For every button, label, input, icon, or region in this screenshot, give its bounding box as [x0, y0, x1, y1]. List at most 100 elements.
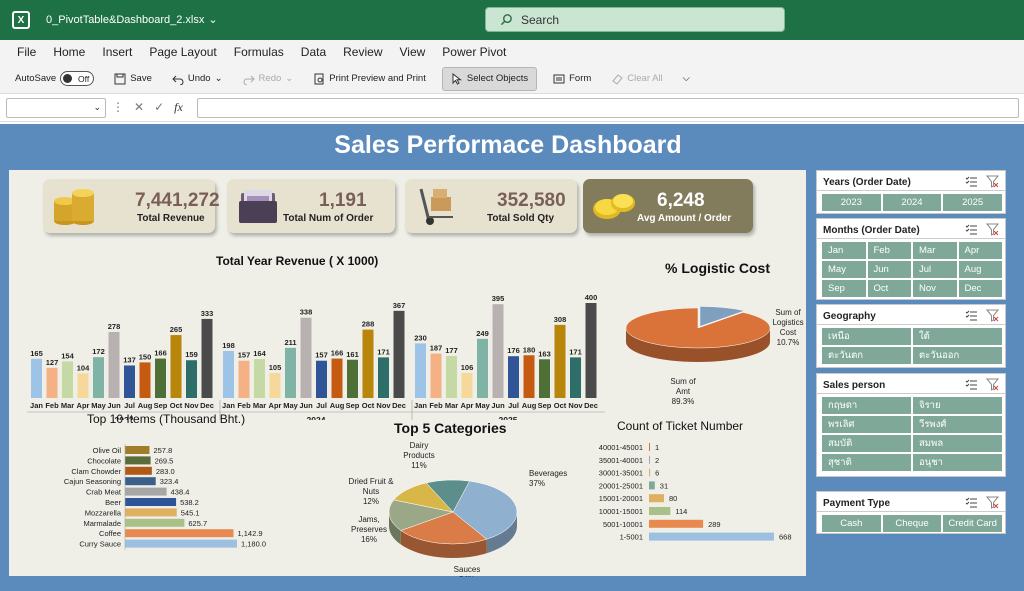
revenue-bar[interactable]	[223, 350, 234, 398]
slicer-button[interactable]: Cash	[822, 515, 881, 532]
slicer-button[interactable]: May	[822, 261, 866, 278]
revenue-bar[interactable]	[508, 356, 519, 398]
revenue-bar[interactable]	[378, 357, 389, 398]
slicer-button[interactable]: พรเลิศ	[822, 416, 911, 433]
insert-function-button[interactable]: fx	[174, 100, 183, 114]
clear-filter-icon[interactable]	[986, 175, 999, 188]
revenue-bar[interactable]	[124, 365, 135, 398]
slicer-button[interactable]: Credit Card	[943, 515, 1002, 532]
menu-review[interactable]: Review	[343, 45, 383, 59]
ticket-bar[interactable]	[649, 519, 704, 528]
revenue-bar[interactable]	[300, 317, 312, 398]
ticket-bar[interactable]	[649, 443, 650, 451]
slicer-button[interactable]: สมบัติ	[822, 435, 911, 452]
slicer-button[interactable]: Dec	[958, 280, 1002, 297]
revenue-bar[interactable]	[570, 357, 581, 398]
menu-page-layout[interactable]: Page Layout	[149, 45, 217, 59]
clear-filter-icon[interactable]	[986, 496, 999, 509]
slicer-button[interactable]: ใต้	[913, 328, 1002, 345]
revenue-bar[interactable]	[269, 373, 281, 398]
revenue-bar[interactable]	[585, 303, 597, 398]
slicer-button[interactable]: Jun	[867, 261, 911, 278]
revenue-bar[interactable]	[347, 359, 358, 398]
revenue-bar[interactable]	[477, 338, 488, 398]
item-bar[interactable]	[125, 498, 177, 506]
menu-insert[interactable]: Insert	[102, 45, 133, 59]
undo-dropdown-icon[interactable]: ⌄	[214, 73, 223, 84]
multi-select-icon[interactable]	[965, 378, 978, 391]
name-box[interactable]: ⌄	[6, 98, 106, 118]
item-bar[interactable]	[125, 529, 234, 538]
multi-select-icon[interactable]	[965, 496, 978, 509]
item-bar[interactable]	[125, 466, 152, 475]
item-bar[interactable]	[125, 446, 150, 454]
slicer-button[interactable]: 2023	[822, 194, 881, 211]
pie-slice[interactable]	[388, 499, 454, 531]
revenue-bar[interactable]	[238, 360, 250, 398]
ticket-bar[interactable]	[649, 532, 774, 541]
autosave-toggle[interactable]: AutoSave Off	[11, 67, 98, 91]
more-icon[interactable]: ⋮	[112, 100, 124, 114]
revenue-bar[interactable]	[415, 343, 426, 398]
ticket-bar[interactable]	[649, 481, 655, 490]
revenue-bar[interactable]	[539, 359, 550, 398]
slicer-button[interactable]: อนุชา	[913, 454, 1002, 471]
revenue-bar[interactable]	[331, 358, 343, 398]
multi-select-icon[interactable]	[965, 309, 978, 322]
redo-button[interactable]: Redo ⌄	[239, 67, 298, 91]
menu-formulas[interactable]: Formulas	[233, 45, 284, 59]
slicer-button[interactable]: Feb	[867, 242, 911, 259]
menu-data[interactable]: Data	[300, 45, 327, 59]
select-objects-button[interactable]: Select Objects	[441, 66, 538, 91]
clear-filter-icon[interactable]	[986, 309, 999, 322]
slicer-button[interactable]: ตะวันตก	[822, 347, 911, 364]
name-box-dropdown-icon[interactable]: ⌄	[93, 102, 101, 112]
menu-view[interactable]: View	[399, 45, 426, 59]
revenue-bar[interactable]	[461, 372, 473, 398]
pie-slice[interactable]	[425, 479, 470, 513]
revenue-bar[interactable]	[316, 360, 327, 398]
file-name-menu[interactable]: 0_PivotTable&Dashboard_2.xlsx ⌄	[46, 13, 218, 27]
formula-input[interactable]	[197, 98, 1019, 118]
slicer-button[interactable]: Oct	[867, 280, 911, 297]
revenue-bar[interactable]	[362, 329, 374, 398]
slicer-button[interactable]: Sep	[822, 280, 866, 297]
revenue-bar[interactable]	[554, 324, 566, 398]
revenue-bar[interactable]	[186, 360, 197, 398]
clear-all-button[interactable]: Clear All	[607, 67, 666, 91]
search-box[interactable]: Search	[485, 7, 785, 32]
revenue-bar[interactable]	[430, 353, 442, 398]
print-preview-button[interactable]: Print Preview and Print	[309, 67, 430, 91]
item-bar[interactable]	[125, 477, 156, 486]
slicer-button[interactable]: สุชาติ	[822, 454, 911, 471]
menu-file[interactable]: File	[17, 45, 37, 59]
cancel-icon[interactable]: ✕	[134, 100, 145, 114]
item-bar[interactable]	[125, 456, 151, 465]
ticket-bar[interactable]	[649, 468, 651, 477]
multi-select-icon[interactable]	[965, 223, 978, 236]
revenue-bar[interactable]	[393, 310, 405, 398]
slicer-button[interactable]: จิราย	[913, 397, 1002, 414]
revenue-bar[interactable]	[46, 367, 58, 398]
ticket-count-bar-chart[interactable]: 40001-45001 1 35001-40001 2 30001-35001 6 2000…	[579, 440, 801, 550]
slicer-button[interactable]: เหนือ	[822, 328, 911, 345]
redo-dropdown-icon[interactable]: ⌄	[285, 73, 294, 84]
menu-home[interactable]: Home	[53, 45, 86, 59]
ticket-bar[interactable]	[649, 494, 664, 503]
slicer-button[interactable]: 2025	[943, 194, 1002, 211]
revenue-bar[interactable]	[93, 357, 104, 398]
revenue-bar[interactable]	[62, 361, 73, 398]
slicer-button[interactable]: Jul	[913, 261, 957, 278]
top-items-bar-chart[interactable]: Olive Oil 257.8 Chocolate 269.5 Clam Chowder…	[9, 442, 299, 572]
pie-slice[interactable]	[400, 511, 488, 545]
revenue-bar[interactable]	[523, 355, 535, 398]
item-bar[interactable]	[125, 518, 185, 527]
revenue-bar[interactable]	[170, 335, 182, 398]
revenue-bar-chart[interactable]: 165 Jan 127 Feb 154 Mar 104 Apr 172 May 278 Jun 137 J…	[27, 270, 607, 420]
slicer-button[interactable]: Jan	[822, 242, 866, 259]
slicer-button[interactable]: ตะวันออก	[913, 347, 1002, 364]
clear-filter-icon[interactable]	[986, 378, 999, 391]
form-button[interactable]: Form	[549, 67, 595, 91]
slicer-button[interactable]: Aug	[958, 261, 1002, 278]
